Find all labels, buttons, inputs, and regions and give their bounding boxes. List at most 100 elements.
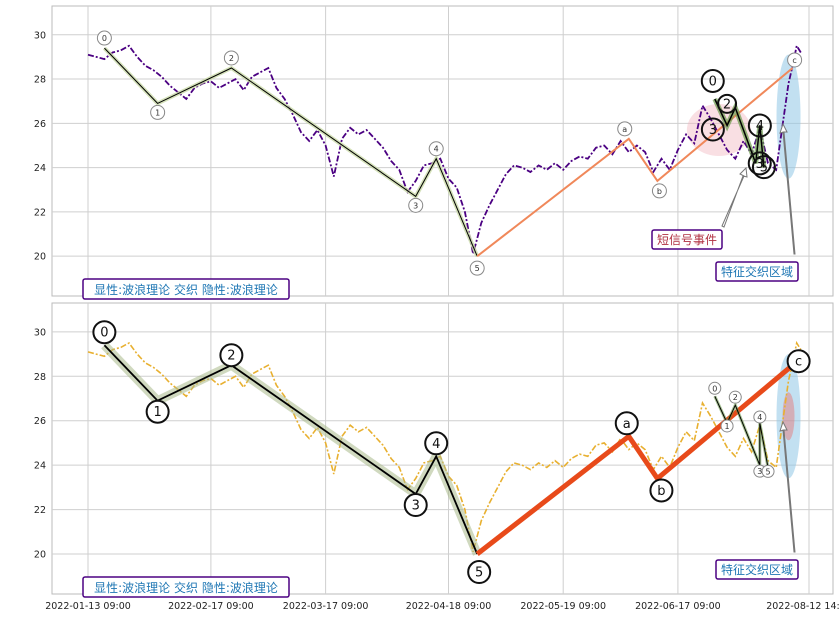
bottom-wave-label-circle [786,349,811,374]
bottom-wave-label: 4 [432,437,440,452]
bottom-feature-zone-box [715,559,799,580]
bottom-wave-label: c [795,355,802,370]
x-tick-label: 2022-08-12 14:00 [766,601,839,612]
bottom-y-tick: 24 [34,461,46,472]
bottom-feature-zone-arrow [779,420,796,553]
bottom-wave-label: 3 [412,499,420,514]
bottom-y-tick: 26 [34,416,46,427]
top-subwave-label: 2 [723,97,731,112]
top-wave-label-circle [787,52,803,68]
bottom-legend-box [82,576,290,598]
top-wave-label: 5 [475,264,480,273]
bottom-y-tick: 22 [34,505,46,516]
top-price-line [87,43,802,255]
bottom-panel: 20 22 24 26 28 30 0 1 2 3 4 5 a b c 0 1 2 3 4 5 特征交织区域显性:波浪理论… [34,302,834,598]
bottom-wave-label: 5 [475,566,483,581]
top-y-tick: 26 [34,119,46,130]
bottom-wave-label-circle [649,478,674,503]
bottom-subwave-line [714,396,769,468]
bottom-subwave-label-circle [708,381,722,395]
top-feature-zone-label: 特征交织区域 [721,264,793,279]
bottom-y-tick: 30 [34,327,46,338]
top-wave-label: 1 [155,108,160,117]
top-y-tick: 20 [34,252,46,263]
bottom-legend-text: 显性:波浪理论 交织 隐性:波浪理论 [94,580,278,595]
top-legend-box [82,278,290,300]
bottom-y-tick: 28 [34,372,46,383]
top-y-tick: 28 [34,75,46,86]
top-wave-label-circle [223,50,239,66]
top-wave-label-circle [651,183,667,199]
top-wave-label: 4 [434,145,439,154]
top-wave-label-circle [150,104,166,120]
bottom-subwave-label: 2 [733,393,738,402]
bottom-feature-highlight [776,354,801,479]
top-subwave-label: 3 [709,123,717,138]
bottom-subwave-label-circle [720,419,734,433]
bottom-wave-label: 1 [154,405,162,420]
bottom-wave-label-circle [145,399,170,424]
top-wave-label: a [622,125,627,134]
signal-event-arrow [721,166,748,228]
bottom-subwave-label: 5 [765,467,770,476]
bottom-subwave-label: 0 [712,384,717,393]
bottom-impulse-line [103,344,479,555]
top-feature-zone-arrow [779,122,796,255]
top-legend-text: 显性:波浪理论 交织 隐性:波浪理论 [94,282,278,297]
bottom-feature-zone-label: 特征交织区域 [721,562,793,577]
bottom-wave-label: 0 [100,326,108,341]
top-wave-label: 3 [413,201,418,210]
x-axis: 2022-01-13 09:00 2022-02-17 09:00 2022-03-… [45,601,839,612]
top-subwave-label-circle [751,155,776,180]
bottom-wave-label-circle [403,493,428,518]
bottom-subwave-label-circle [753,410,767,424]
bottom-wave-label: 2 [227,349,235,364]
top-subwave-label: 3 [756,157,764,172]
bottom-subwave-label: 3 [757,467,762,476]
top-impulse-line [104,47,478,257]
top-feature-zone-box [715,261,799,282]
bottom-wave-label-circle [219,343,244,368]
top-wave-label-circle [617,121,633,137]
top-subwave-label: 4 [756,119,764,134]
top-wave-label: 2 [229,54,234,63]
top-wave-label-circle [469,260,485,276]
bottom-subwave-label-circle [728,390,742,404]
x-tick-label: 2022-05-19 09:00 [520,601,606,612]
x-tick-label: 2022-06-17 09:00 [635,601,721,612]
top-subwave-label-circle [717,93,738,114]
top-subwave-label-circle [700,117,725,142]
bottom-wave-label: a [623,417,631,432]
bottom-y-tick: 20 [34,550,46,561]
top-y-tick: 24 [34,163,46,174]
top-wave-label: 0 [102,34,107,43]
bottom-subwave-label: 4 [757,413,762,422]
top-subwave-label-circle [747,151,772,176]
bottom-wave-label-circle [92,320,117,345]
x-tick-label: 2022-01-13 09:00 [45,601,131,612]
bottom-wave-label-circle [424,431,449,456]
top-y-tick: 22 [34,207,46,218]
x-tick-label: 2022-02-17 09:00 [168,601,254,612]
top-wave-label-circle [96,30,112,46]
signal-event-box [651,229,723,250]
top-wave-label: c [792,56,796,65]
bottom-wave-label-circle [614,411,639,436]
x-tick-label: 2022-03-17 09:00 [283,601,369,612]
top-y-tick: 30 [34,30,46,41]
bottom-subwave-label: 1 [725,422,730,431]
bottom-subwave-label-circle [761,464,775,478]
x-tick-label: 2022-04-18 09:00 [406,601,492,612]
top-subwave-label-circle [747,113,772,138]
top-wave-label-circle [428,141,444,157]
bottom-wave-label: b [657,484,665,499]
top-subwave-label-circle [700,68,725,93]
top-feature-highlight [776,54,801,179]
top-subwave-label: 0 [709,74,717,89]
top-subwave-line [714,98,765,168]
signal-event-label: 短信号事件 [657,233,717,247]
top-subwave-label: 5 [760,161,768,176]
